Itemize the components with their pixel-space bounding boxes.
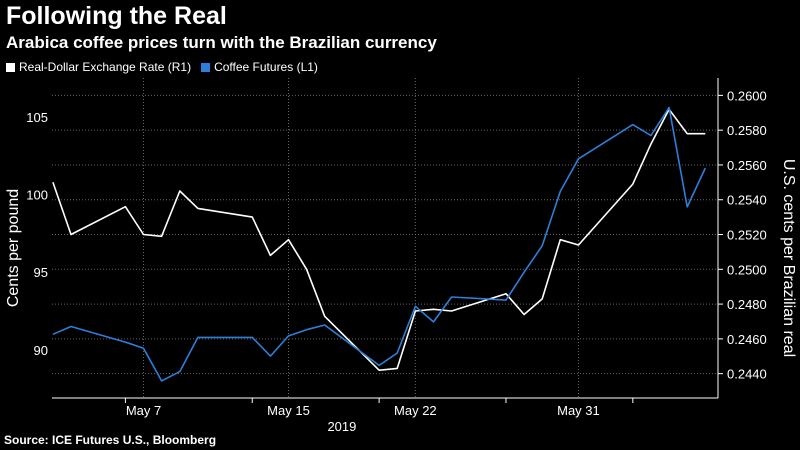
legend-swatch-coffee <box>201 62 211 72</box>
series-line-real <box>52 108 706 372</box>
right-tick-label: 0.2540 <box>727 193 767 208</box>
right-tick-label: 0.2520 <box>727 228 767 243</box>
right-tick-label: 0.2460 <box>727 332 767 347</box>
left-tick-label: 105 <box>26 110 48 125</box>
x-tick-label: May 7 <box>126 403 161 418</box>
left-tick-label: 100 <box>26 188 48 203</box>
right-tick-label: 0.2440 <box>727 367 767 382</box>
right-tick-label: 0.2480 <box>727 297 767 312</box>
x-year-label: 2019 <box>327 419 356 434</box>
series-line-coffee <box>52 106 707 382</box>
legend: Real-Dollar Exchange Rate (R1) Coffee Fu… <box>6 60 318 74</box>
legend-item-coffee: Coffee Futures (L1) <box>201 60 318 74</box>
right-axis-title: U.S. cents per Brazilian real <box>780 159 797 357</box>
right-tick-label: 0.2580 <box>727 123 767 138</box>
chart-subtitle: Arabica coffee prices turn with the Braz… <box>6 33 437 52</box>
legend-item-real: Real-Dollar Exchange Rate (R1) <box>6 60 191 74</box>
x-tick-label: May 22 <box>394 403 437 418</box>
legend-label-coffee: Coffee Futures (L1) <box>214 60 318 74</box>
right-tick-label: 0.2500 <box>727 262 767 277</box>
x-tick-label: May 31 <box>557 403 600 418</box>
chart-title: Following the Real <box>6 2 227 30</box>
left-axis-title: Cents per pound <box>5 189 22 307</box>
left-tick-label: 95 <box>34 265 48 280</box>
right-tick-label: 0.2560 <box>727 158 767 173</box>
left-tick-label: 90 <box>34 343 48 358</box>
legend-swatch-real <box>6 62 15 72</box>
chart-source: Source: ICE Futures U.S., Bloomberg <box>4 433 217 447</box>
x-tick-label: May 15 <box>267 403 310 418</box>
right-tick-label: 0.2600 <box>727 88 767 103</box>
legend-label-real: Real-Dollar Exchange Rate (R1) <box>19 60 192 74</box>
